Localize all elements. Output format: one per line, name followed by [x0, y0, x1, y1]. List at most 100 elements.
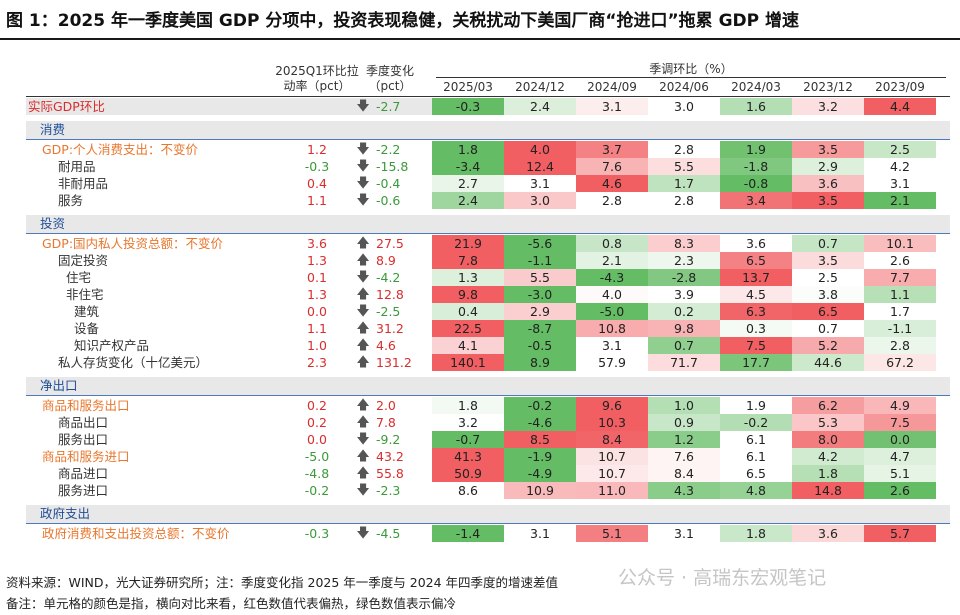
heat-cell: 22.5 [432, 320, 504, 337]
heat-cell: 3.6 [720, 235, 792, 252]
down-arrow-icon: 🡇 [356, 432, 370, 447]
up-arrow-icon: 🡅 [356, 466, 370, 481]
section-band [26, 505, 950, 523]
heat-cell: -1.8 [720, 158, 792, 175]
heat-cell: 4.8 [720, 482, 792, 499]
heat-cell: 7.6 [648, 448, 720, 465]
heat-cell: 3.0 [648, 98, 720, 115]
pull-rate-value: 1.0 [307, 338, 327, 353]
heat-cell: 7.7 [864, 269, 936, 286]
heat-cell: 2.3 [648, 252, 720, 269]
section-rule [26, 523, 950, 524]
heat-cell: 4.0 [576, 286, 648, 303]
heat-cell: 6.5 [720, 465, 792, 482]
heat-cell: 2.6 [864, 252, 936, 269]
heat-cell: 71.7 [648, 354, 720, 371]
heat-cell: -3.0 [504, 286, 576, 303]
down-arrow-icon: 🡇 [356, 193, 370, 208]
heat-cell: 50.9 [432, 465, 504, 482]
pull-rate-value: 1.1 [307, 193, 327, 208]
heat-cell: -4.3 [576, 269, 648, 286]
heat-cell: 7.5 [720, 337, 792, 354]
heat-cell: 6.1 [720, 431, 792, 448]
down-arrow-icon: 🡇 [356, 176, 370, 191]
heat-cell: 3.1 [864, 175, 936, 192]
pull-rate-value: -5.0 [304, 449, 330, 464]
heat-cell: 0.8 [576, 235, 648, 252]
section-band [26, 377, 950, 395]
quarter-change-value: 31.2 [376, 321, 404, 336]
heat-cell: 5.5 [648, 158, 720, 175]
heat-cell: 1.0 [648, 397, 720, 414]
header-bottom-rule [26, 96, 950, 97]
row-label: 非耐用品 [58, 176, 109, 191]
section-rule [26, 233, 950, 234]
heat-cell: 0.2 [648, 303, 720, 320]
heat-cell: 0.3 [720, 320, 792, 337]
heat-cell: 4.6 [576, 175, 648, 192]
heat-cell: 3.5 [792, 141, 864, 158]
heat-cell: 1.8 [432, 141, 504, 158]
heat-cell: 4.2 [792, 448, 864, 465]
heat-cell: 6.3 [720, 303, 792, 320]
heat-cell: 6.5 [720, 252, 792, 269]
heat-cell: 10.1 [864, 235, 936, 252]
heat-cell: -0.2 [720, 414, 792, 431]
pull-rate-value: 1.1 [307, 321, 327, 336]
quarter-change-value: 7.8 [376, 415, 396, 430]
heat-cell: 2.5 [792, 269, 864, 286]
section-title: 政府支出 [40, 506, 91, 521]
heat-cell: 8.9 [504, 354, 576, 371]
heat-cell: 140.1 [432, 354, 504, 371]
title-rule [0, 38, 960, 40]
source-note: 资料来源：WIND，光大证券研究所；注：季度变化指 2025 年一季度与 202… [6, 575, 559, 590]
quarter-change-value: 2.0 [376, 398, 396, 413]
quarter-change-value: -4.5 [376, 526, 401, 541]
header-quarter: 2024/06 [659, 80, 709, 94]
heat-cell: 11.0 [576, 482, 648, 499]
section-title: 净出口 [40, 378, 78, 393]
row-label: GDP:个人消费支出：不变价 [42, 142, 199, 157]
heat-cell: 10.7 [576, 465, 648, 482]
heat-cell: 5.2 [792, 337, 864, 354]
heat-cell: 41.3 [432, 448, 504, 465]
heat-cell: -4.9 [504, 465, 576, 482]
heat-cell: 2.8 [648, 192, 720, 209]
up-arrow-icon: 🡅 [356, 253, 370, 268]
pull-rate-value: -4.8 [304, 466, 330, 481]
color-legend-note: 备注：单元格的颜色是指，横向对比来看，红色数值代表偏热，绿色数值表示偏冷 [6, 596, 457, 611]
watermark-text: 公众号 · 高瑞东宏观笔记 [618, 567, 827, 589]
pull-rate-value: 0.0 [307, 432, 327, 447]
header-quarter: 2025/03 [443, 80, 493, 94]
heat-cell: 0.9 [648, 414, 720, 431]
headline-row-band [26, 98, 432, 115]
heat-cell: 3.6 [792, 175, 864, 192]
up-arrow-icon: 🡅 [356, 449, 370, 464]
heat-cell: 7.8 [432, 252, 504, 269]
row-label: 建筑 [74, 304, 100, 319]
heat-cell: 3.2 [792, 98, 864, 115]
row-label: 服务出口 [58, 432, 109, 447]
up-arrow-icon: 🡅 [356, 321, 370, 336]
heat-cell: 1.6 [720, 98, 792, 115]
heat-cell: 4.7 [864, 448, 936, 465]
heat-cell: 5.1 [864, 465, 936, 482]
section-rule [26, 395, 950, 396]
pull-rate-value: 0.2 [307, 415, 327, 430]
heat-cell: 10.7 [576, 448, 648, 465]
heat-cell: 9.8 [432, 286, 504, 303]
heat-cell: 3.2 [432, 414, 504, 431]
heat-cell: 0.4 [432, 303, 504, 320]
heat-cell: 3.1 [504, 175, 576, 192]
section-band [26, 121, 950, 139]
row-label: 知识产权产品 [74, 338, 150, 353]
heat-cell: 1.2 [648, 431, 720, 448]
heat-cell: 1.8 [432, 397, 504, 414]
header-pull-line1: 2025Q1环比拉 [275, 64, 359, 78]
quarter-change-value: 27.5 [376, 236, 404, 251]
quarter-change-value: 12.8 [376, 287, 404, 302]
heat-cell: 3.5 [792, 192, 864, 209]
heat-cell: -5.6 [504, 235, 576, 252]
quarter-change-value: -4.2 [376, 270, 401, 285]
row-label: 商品进口 [58, 466, 109, 481]
